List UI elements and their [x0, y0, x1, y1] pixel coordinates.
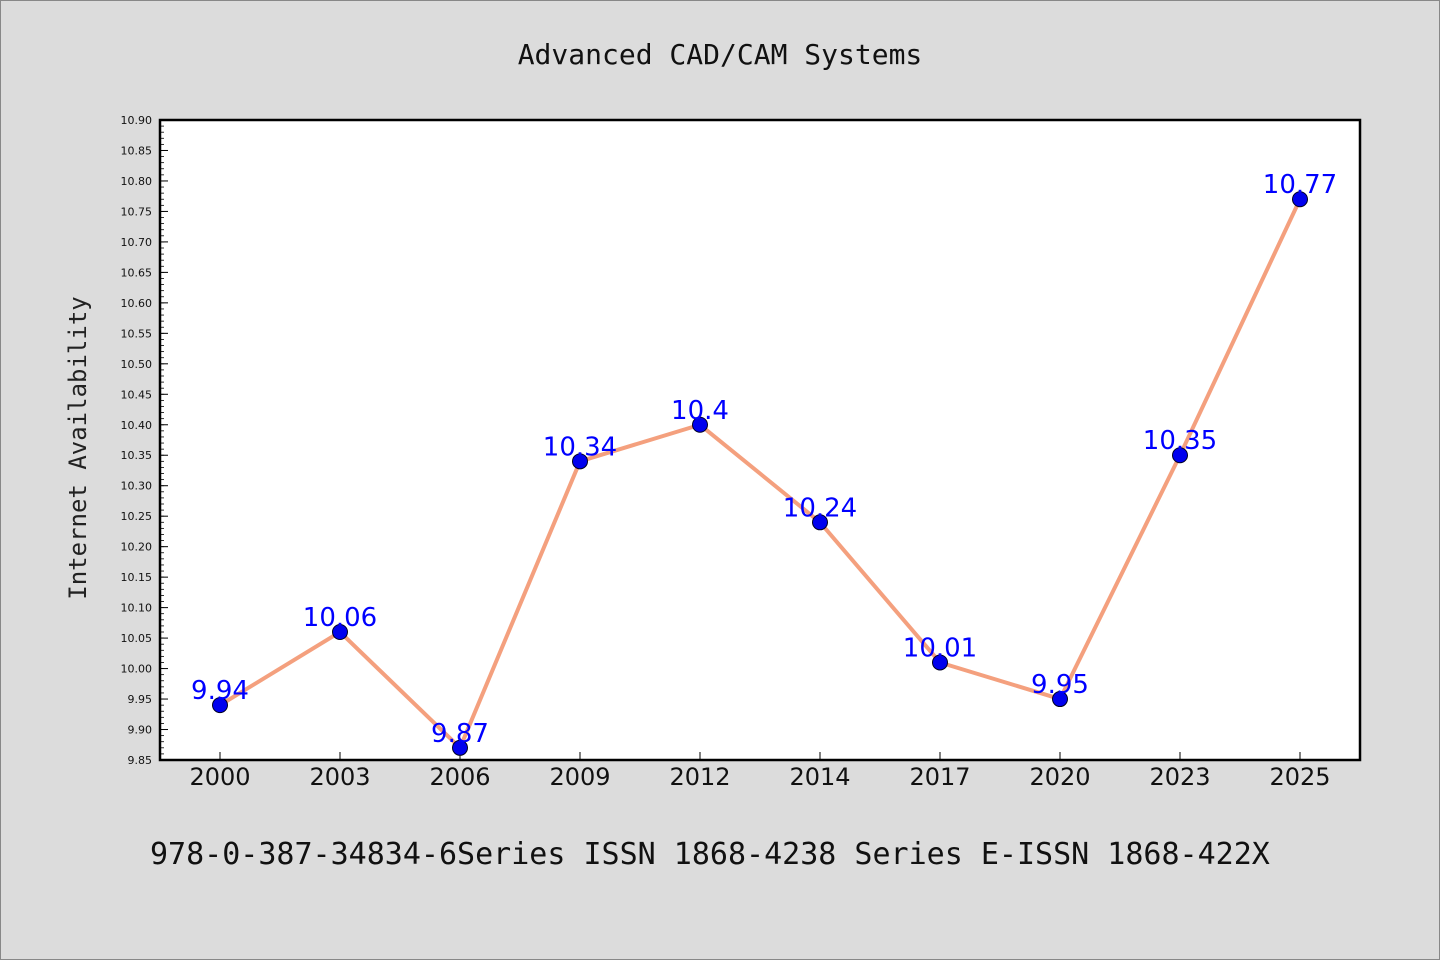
y-axis-label: Internet Availability: [64, 296, 92, 599]
y-tick-label: 10.05: [121, 632, 153, 645]
data-point: [812, 514, 828, 531]
y-tick-label: 10.60: [121, 297, 153, 310]
y-tick-label: 10.15: [121, 571, 153, 584]
data-point: [572, 453, 588, 470]
data-point: [212, 697, 228, 714]
y-tick-label: 10.20: [121, 541, 153, 554]
y-tick-label: 10.50: [121, 358, 153, 371]
y-tick-label: 10.55: [121, 327, 153, 340]
data-point: [1292, 191, 1308, 208]
y-tick-label: 10.65: [121, 266, 153, 279]
series-layer: 9.94 10.06 9.87 10.34 10.4 10.24 10.01 9.95 10.3…: [191, 170, 1337, 756]
x-tick-label: 2012: [669, 763, 730, 791]
data-point: [1052, 691, 1068, 708]
x-tick-label: 2009: [549, 763, 610, 791]
y-tick-label: 10.00: [121, 663, 153, 676]
y-tick-label: 9.90: [128, 724, 153, 737]
data-label: 10.06: [303, 603, 377, 633]
data-label: 9.94: [191, 676, 249, 706]
x-tick-label: 2006: [429, 763, 490, 791]
x-tick-label: 2017: [909, 763, 970, 791]
y-axis-ticks: 9.85 9.90 9.95 10.00 10.05 10.10 10.15 10.20 10.…: [121, 114, 168, 767]
y-tick-label: 10.85: [121, 144, 153, 157]
footer-isbn-issn: 978-0-387-34834-6Series ISSN 1868-4238 S…: [150, 837, 1270, 872]
data-label: 10.35: [1143, 426, 1217, 456]
data-point: [1172, 447, 1188, 464]
chart-title: Advanced CAD/CAM Systems: [518, 38, 923, 71]
data-point: [932, 654, 948, 671]
x-tick-label: 2014: [789, 763, 850, 791]
y-tick-label: 10.25: [121, 510, 153, 523]
series-line: [218, 197, 1302, 750]
y-tick-label: 10.45: [121, 388, 153, 401]
y-tick-label: 10.75: [121, 205, 153, 218]
data-label: 10.34: [543, 432, 617, 462]
x-tick-label: 2000: [189, 763, 250, 791]
y-tick-label: 9.85: [128, 754, 153, 767]
y-tick-label: 9.95: [128, 693, 153, 706]
y-tick-label: 10.10: [121, 602, 153, 615]
data-point: [692, 416, 708, 433]
x-tick-label: 2025: [1269, 763, 1330, 791]
data-label: 10.24: [783, 493, 857, 523]
y-tick-label: 10.30: [121, 480, 153, 493]
x-tick-label: 2020: [1029, 763, 1090, 791]
data-label: 10.01: [903, 633, 977, 663]
data-label: 9.87: [431, 719, 489, 749]
data-label: 10.77: [1263, 170, 1337, 200]
data-point: [332, 624, 348, 640]
y-tick-label: 10.70: [121, 236, 153, 249]
y-tick-label: 10.80: [121, 175, 153, 188]
data-label: 10.4: [671, 396, 729, 426]
y-tick-label: 10.90: [121, 114, 153, 127]
x-tick-label: 2023: [1149, 763, 1210, 791]
data-point: [452, 739, 468, 756]
plot-frame: [158, 118, 1362, 762]
y-tick-label: 10.35: [121, 449, 153, 462]
data-label: 9.95: [1031, 670, 1089, 700]
x-tick-label: 2003: [309, 763, 370, 791]
y-tick-label: 10.40: [121, 419, 153, 432]
